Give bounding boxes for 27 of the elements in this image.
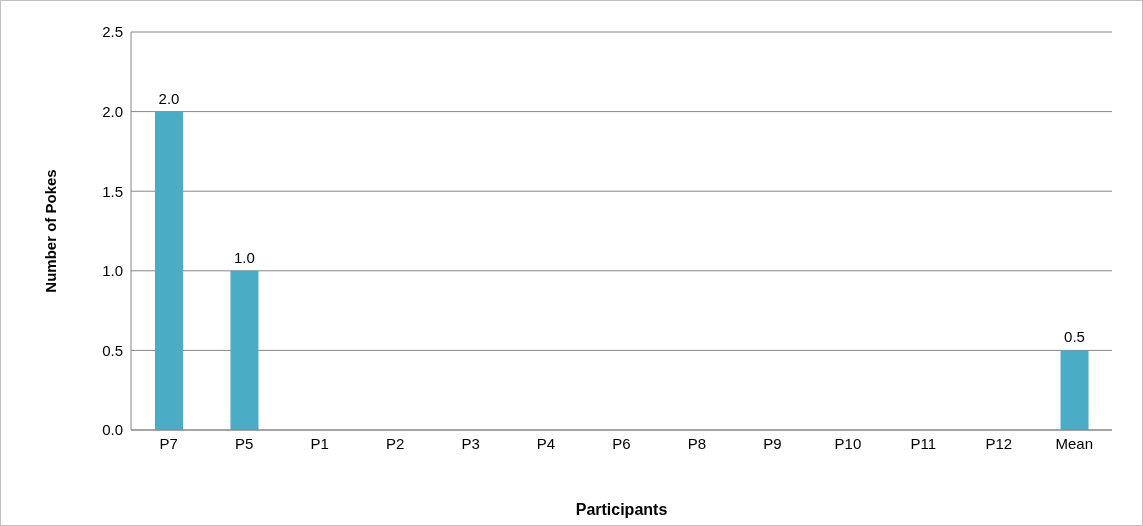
bar [1060, 350, 1089, 430]
x-tick-label: P8 [687, 434, 707, 452]
x-tick-label: P12 [985, 434, 1013, 452]
x-tick-label: P4 [536, 434, 556, 452]
x-axis-title: Participants [575, 501, 668, 518]
data-label: 2.0 [158, 89, 180, 107]
x-tick-label: P2 [385, 434, 405, 452]
bar [230, 270, 259, 430]
y-tick-label: 2.5 [102, 23, 123, 41]
y-axis-title: Number of Pokes [42, 169, 60, 293]
x-tick-label: P3 [461, 434, 480, 452]
y-tick-label: 1.5 [102, 182, 123, 200]
data-label: 0.5 [1064, 328, 1085, 346]
x-tick-label: P11 [910, 434, 937, 452]
x-tick-label: P5 [235, 434, 254, 452]
y-tick-label: 1.0 [102, 262, 123, 280]
x-tick-label: P6 [612, 434, 631, 452]
y-tick-label: 2.0 [102, 102, 123, 120]
x-tick-label: P10 [834, 434, 862, 452]
x-tick-label: P1 [310, 434, 329, 452]
y-tick-label: 0.5 [102, 341, 123, 359]
x-tick-label: Mean [1055, 434, 1094, 452]
x-tick-label: P9 [763, 434, 782, 452]
y-tick-label: 0.0 [102, 421, 123, 439]
x-tick-label: P7 [159, 434, 178, 452]
bar [155, 111, 183, 430]
data-label: 1.0 [234, 248, 255, 266]
